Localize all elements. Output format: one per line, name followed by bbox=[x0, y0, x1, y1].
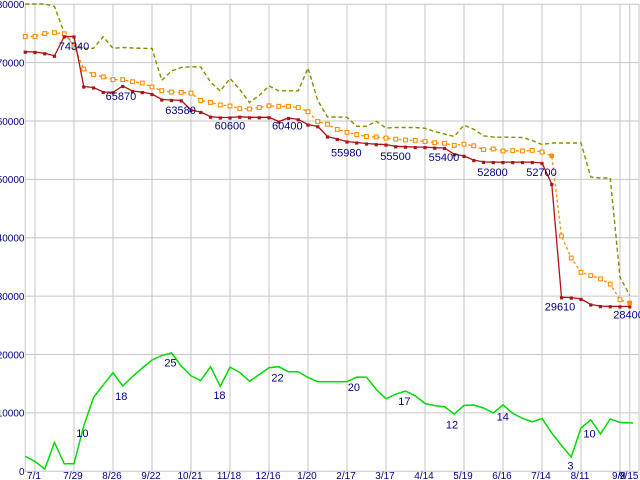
svg-text:1/20: 1/20 bbox=[297, 471, 317, 480]
svg-text:0: 0 bbox=[19, 467, 25, 478]
svg-text:18: 18 bbox=[213, 390, 225, 402]
svg-text:65870: 65870 bbox=[106, 91, 137, 103]
svg-text:3/17: 3/17 bbox=[375, 471, 395, 480]
svg-text:5/19: 5/19 bbox=[453, 471, 473, 480]
svg-text:9/8: 9/8 bbox=[612, 471, 626, 480]
svg-text:63580: 63580 bbox=[165, 105, 196, 117]
svg-text:7/29: 7/29 bbox=[63, 471, 83, 480]
svg-text:80000: 80000 bbox=[0, 0, 25, 11]
svg-text:7/14: 7/14 bbox=[531, 471, 551, 480]
svg-text:3: 3 bbox=[567, 461, 573, 473]
svg-text:10/21: 10/21 bbox=[177, 471, 202, 480]
svg-text:40000: 40000 bbox=[0, 234, 25, 245]
svg-text:9/15: 9/15 bbox=[619, 471, 639, 480]
svg-text:9/22: 9/22 bbox=[141, 471, 161, 480]
svg-text:20: 20 bbox=[348, 382, 360, 394]
svg-text:12: 12 bbox=[446, 420, 458, 432]
svg-text:12/16: 12/16 bbox=[255, 471, 280, 480]
svg-text:50000: 50000 bbox=[0, 175, 25, 186]
svg-text:25: 25 bbox=[164, 357, 176, 369]
svg-text:2/17: 2/17 bbox=[336, 471, 356, 480]
svg-text:60400: 60400 bbox=[272, 121, 303, 133]
svg-text:30000: 30000 bbox=[0, 292, 25, 303]
svg-text:55500: 55500 bbox=[380, 151, 411, 163]
svg-text:55980: 55980 bbox=[331, 148, 362, 160]
svg-text:60000: 60000 bbox=[0, 117, 25, 128]
svg-text:60600: 60600 bbox=[215, 120, 246, 132]
svg-text:20000: 20000 bbox=[0, 350, 25, 361]
svg-text:10000: 10000 bbox=[0, 409, 25, 420]
svg-text:4/14: 4/14 bbox=[414, 471, 434, 480]
svg-text:28400: 28400 bbox=[613, 309, 640, 321]
svg-text:70000: 70000 bbox=[0, 58, 25, 69]
svg-text:8/11: 8/11 bbox=[571, 471, 590, 480]
svg-text:22: 22 bbox=[271, 372, 283, 384]
svg-text:17: 17 bbox=[398, 396, 410, 408]
svg-text:14: 14 bbox=[497, 411, 509, 423]
svg-text:10: 10 bbox=[583, 428, 595, 440]
svg-text:74340: 74340 bbox=[59, 41, 90, 53]
svg-text:52800: 52800 bbox=[477, 167, 508, 179]
svg-text:7/1: 7/1 bbox=[27, 471, 41, 480]
svg-text:8/26: 8/26 bbox=[102, 471, 122, 480]
svg-text:55400: 55400 bbox=[429, 152, 460, 164]
svg-text:29610: 29610 bbox=[545, 301, 576, 313]
svg-text:18: 18 bbox=[115, 391, 127, 403]
svg-text:11/18: 11/18 bbox=[217, 471, 242, 480]
svg-text:6/16: 6/16 bbox=[492, 471, 512, 480]
svg-text:10: 10 bbox=[76, 428, 88, 440]
svg-text:52700: 52700 bbox=[526, 167, 557, 179]
